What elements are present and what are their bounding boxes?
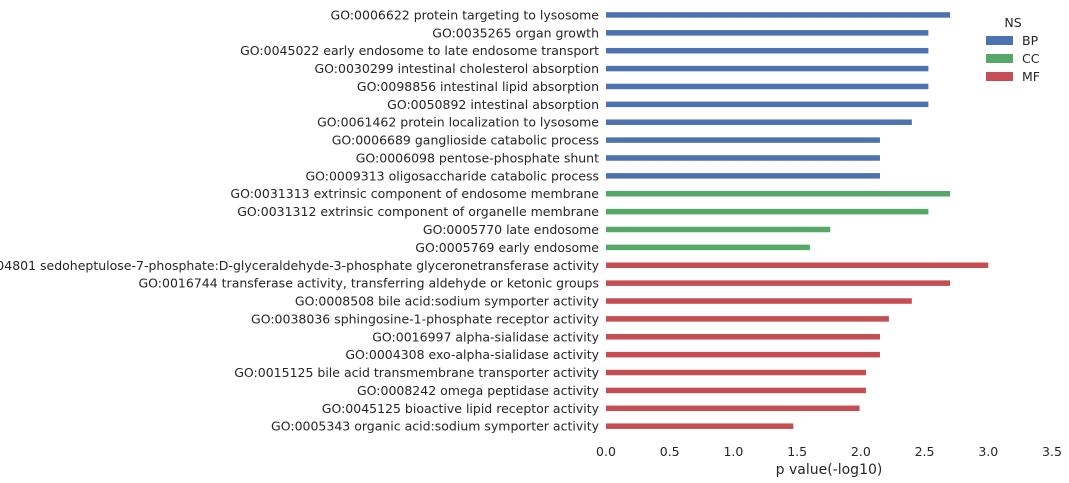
bar-cc [606, 226, 831, 233]
bar-cc [606, 244, 810, 251]
category-label: GO:0005343 organic acid:sodium symporter… [271, 419, 600, 434]
bar-mf [606, 351, 880, 358]
category-label: GO:0004801 sedoheptulose-7-phosphate:D-g… [0, 258, 600, 273]
category-label: GO:0008242 omega peptidase activity [357, 383, 600, 398]
category-label: GO:0045022 early endosome to late endoso… [240, 43, 599, 58]
bar-mf [606, 262, 989, 269]
legend-label-bp: BP [1022, 33, 1039, 48]
category-label: GO:0016744 transferase activity, transfe… [139, 276, 600, 291]
bar-bp [606, 12, 951, 18]
category-label: GO:0050892 intestinal absorption [387, 97, 599, 112]
bar-mf [606, 369, 866, 376]
x-tick-label: 3.0 [978, 444, 998, 459]
x-tick-labels-group: 0.0 0.5 1.0 1.5 2.0 2.5 3.0 3.5 [596, 444, 1062, 459]
category-label: GO:0008508 bile acid:sodium symporter ac… [295, 294, 600, 309]
bar-mf [606, 423, 794, 429]
bar-mf [606, 280, 951, 286]
x-tick-label: 1.0 [723, 444, 743, 459]
x-tick-label: 2.5 [915, 444, 935, 459]
category-label: GO:0004308 exo-alpha-sialidase activity [345, 347, 599, 362]
category-label: GO:0098856 intestinal lipid absorption [357, 79, 599, 94]
bar-bp [606, 101, 929, 108]
x-tick-label: 1.5 [787, 444, 807, 459]
category-label: GO:0006689 ganglioside catabolic process [332, 133, 599, 148]
x-tick-label: 2.0 [851, 444, 871, 459]
category-label: GO:0005769 early endosome [415, 240, 599, 255]
category-label: GO:0030299 intestinal cholesterol absorp… [314, 61, 599, 76]
x-tick-label: 0.0 [596, 444, 616, 459]
x-tick-label: 0.5 [660, 444, 680, 459]
bar-bp [606, 155, 880, 161]
legend-title: NS [1004, 15, 1021, 30]
bar-mf [606, 405, 860, 412]
bar-bp [606, 47, 929, 54]
category-label: GO:0031312 extrinsic component of organe… [237, 204, 599, 219]
category-label: GO:0035265 organ growth [432, 25, 599, 40]
category-label: GO:0038036 sphingosine-1-phosphate recep… [251, 311, 600, 326]
legend-label-cc: CC [1022, 51, 1040, 66]
legend-label-mf: MF [1022, 69, 1040, 84]
bar-bp [606, 173, 880, 179]
category-label: GO:0045125 bioactive lipid receptor acti… [322, 401, 600, 416]
category-label: GO:0016997 alpha-sialidase activity [372, 329, 599, 344]
bars-group [606, 12, 989, 429]
category-label: GO:0061462 protein localization to lysos… [317, 115, 599, 130]
category-label: GO:0006098 pentose-phosphate shunt [356, 150, 599, 165]
bar-bp [606, 83, 929, 90]
x-axis-title: p value(-log10) [776, 462, 883, 478]
bar-mf [606, 387, 866, 394]
legend-swatch-cc [986, 54, 1013, 63]
bar-mf [606, 334, 880, 340]
category-label: GO:0006622 protein targeting to lysosome [331, 7, 600, 22]
bar-bp [606, 119, 912, 125]
category-label: GO:0009313 oligosaccharide catabolic pro… [305, 168, 599, 183]
bar-mf [606, 316, 889, 322]
legend-swatch-bp [986, 36, 1013, 45]
bar-cc [606, 208, 929, 215]
category-label: GO:0031313 extrinsic component of endoso… [230, 186, 599, 201]
bar-bp [606, 65, 929, 72]
x-tick-label: 3.5 [1042, 444, 1062, 459]
category-labels-group: GO:0006622 protein targeting to lysosome… [0, 7, 600, 433]
bar-bp [606, 30, 929, 36]
category-label: GO:0005770 late endosome [423, 222, 599, 237]
category-label: GO:0015125 bile acid transmembrane trans… [234, 365, 599, 380]
bar-mf [606, 298, 912, 304]
legend: NS BP CC MF [986, 15, 1040, 84]
bar-cc [606, 190, 951, 197]
legend-swatch-mf [986, 72, 1013, 81]
bar-bp [606, 137, 880, 143]
